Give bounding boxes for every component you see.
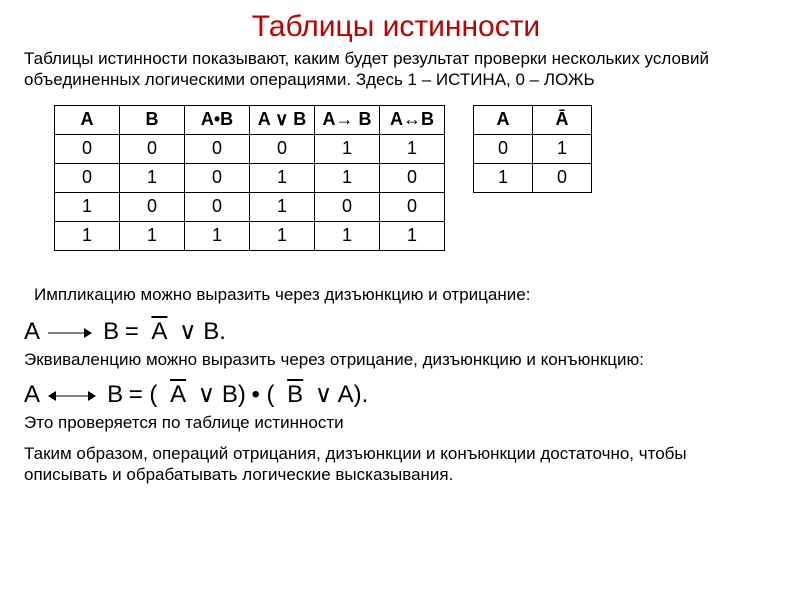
conclusion-text: Таким образом, операций отрицания, дизъю… <box>24 443 768 486</box>
formula-lhs-A: A <box>24 318 40 345</box>
col-and: A•B <box>185 105 250 134</box>
col-impl: A→ B <box>315 105 380 134</box>
intro-text: Таблицы истинности показывают, каким буд… <box>24 48 768 91</box>
formula2-lhs-B: B <box>107 381 123 408</box>
table-header-row: A Ā <box>474 105 592 134</box>
table-row: 010110 <box>55 163 445 192</box>
table-row: 000011 <box>55 134 445 163</box>
implication-formula: A B = A ∨ B. <box>24 317 768 346</box>
grp2-rest: ∨ A). <box>315 381 369 408</box>
equivalence-formula: A B = ( A ∨ B) • ( B ∨ A). <box>24 380 768 409</box>
formula2-lhs-A: A <box>24 381 40 408</box>
negation-truth-table: A Ā 01 10 <box>473 105 592 193</box>
equivalence-note: Эквиваленцию можно выразить через отрица… <box>24 350 768 370</box>
implication-note: Импликацию можно выразить через дизъюнкц… <box>34 285 768 305</box>
equals-sign: = <box>125 318 146 345</box>
col-equiv: A↔B <box>380 105 445 134</box>
table-row: 111111 <box>55 221 445 250</box>
formula-lhs-B: B <box>103 318 119 345</box>
table1-body: 000011 010110 100100 111111 <box>55 134 445 250</box>
slide-root: Таблицы истинности Таблицы истинности по… <box>0 0 800 495</box>
page-title: Таблицы истинности <box>24 10 768 44</box>
table-row: 01 <box>474 134 592 163</box>
table-row: 100100 <box>55 192 445 221</box>
table2-body: 01 10 <box>474 134 592 192</box>
main-truth-table: A B A•B A ∨ B A→ B A↔B 000011 010110 100… <box>54 105 445 251</box>
or-B: ∨ B. <box>179 318 226 345</box>
verify-text: Это проверяется по таблице истинности <box>24 413 768 433</box>
col-A: A <box>55 105 120 134</box>
tables-container: A B A•B A ∨ B A→ B A↔B 000011 010110 100… <box>54 105 768 251</box>
col-A2: A <box>474 105 533 134</box>
formula-mid: • ( <box>251 381 281 408</box>
not-B: B <box>281 381 309 409</box>
col-or: A ∨ B <box>250 105 315 134</box>
arrow-biconditional-icon <box>48 385 96 408</box>
table-row: 10 <box>474 163 592 192</box>
grp1-rest: ∨ B) <box>198 381 246 408</box>
arrow-right-icon <box>48 322 92 345</box>
col-notA: Ā <box>533 105 592 134</box>
col-B: B <box>120 105 185 134</box>
not-A: A <box>145 318 173 346</box>
table-header-row: A B A•B A ∨ B A→ B A↔B <box>55 105 445 134</box>
equals-sign-2: = ( <box>129 381 164 408</box>
not-A-2: A <box>164 381 192 409</box>
